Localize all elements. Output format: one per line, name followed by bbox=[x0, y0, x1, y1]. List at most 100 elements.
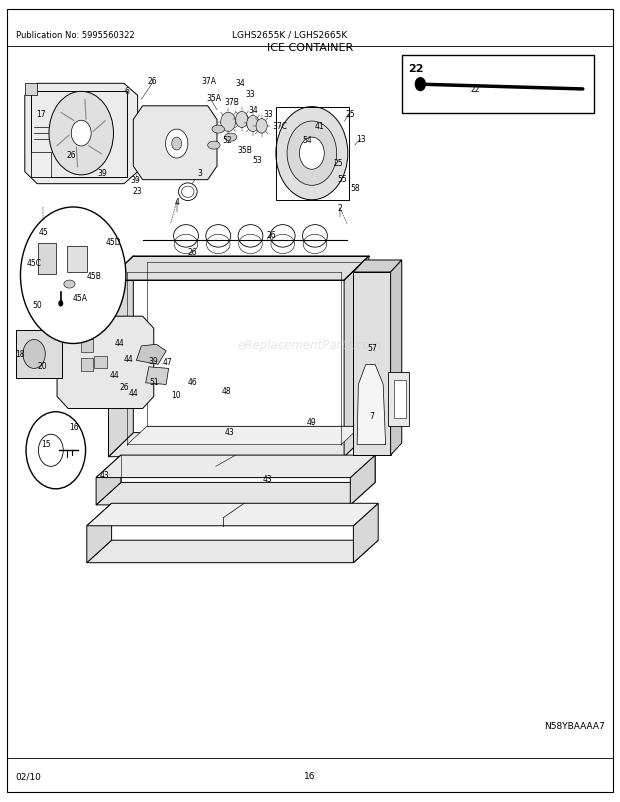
Text: 53: 53 bbox=[252, 156, 262, 165]
Text: 16: 16 bbox=[304, 771, 316, 780]
Polygon shape bbox=[133, 107, 217, 180]
Circle shape bbox=[49, 92, 113, 176]
Text: 43: 43 bbox=[224, 427, 234, 437]
Text: 34: 34 bbox=[236, 79, 246, 88]
Text: 10: 10 bbox=[171, 391, 181, 400]
FancyArrowPatch shape bbox=[61, 113, 74, 121]
Bar bbox=[81, 358, 93, 371]
Text: 45B: 45B bbox=[87, 271, 102, 281]
Polygon shape bbox=[96, 456, 121, 505]
Text: 35A: 35A bbox=[206, 94, 221, 103]
Text: 17: 17 bbox=[36, 110, 46, 119]
FancyArrowPatch shape bbox=[57, 136, 69, 147]
Polygon shape bbox=[87, 504, 112, 563]
Bar bbox=[81, 340, 93, 353]
Text: 37B: 37B bbox=[224, 98, 239, 107]
FancyArrowPatch shape bbox=[93, 121, 105, 132]
Bar bbox=[276, 108, 349, 200]
Bar bbox=[94, 356, 107, 369]
Text: 49: 49 bbox=[306, 417, 316, 427]
Text: 34: 34 bbox=[248, 106, 258, 115]
Polygon shape bbox=[31, 152, 51, 178]
Text: 4: 4 bbox=[174, 197, 179, 207]
Text: 45C: 45C bbox=[27, 258, 42, 268]
Circle shape bbox=[58, 301, 63, 307]
Text: 45D: 45D bbox=[105, 237, 122, 247]
Circle shape bbox=[276, 107, 348, 200]
Circle shape bbox=[172, 138, 182, 151]
FancyArrowPatch shape bbox=[85, 100, 86, 120]
Text: 7: 7 bbox=[370, 411, 374, 421]
Ellipse shape bbox=[208, 142, 220, 150]
Polygon shape bbox=[25, 84, 138, 184]
Polygon shape bbox=[108, 433, 369, 457]
Text: 43: 43 bbox=[263, 474, 273, 484]
Text: 54: 54 bbox=[302, 136, 312, 145]
Text: Publication No: 5995560322: Publication No: 5995560322 bbox=[16, 30, 134, 40]
Polygon shape bbox=[57, 317, 154, 409]
Polygon shape bbox=[87, 541, 378, 563]
Text: 3: 3 bbox=[197, 168, 202, 178]
Text: 22: 22 bbox=[471, 85, 480, 95]
Polygon shape bbox=[108, 257, 369, 281]
Text: 55: 55 bbox=[337, 175, 347, 184]
Circle shape bbox=[26, 412, 86, 489]
Text: 39: 39 bbox=[149, 356, 159, 366]
Text: 15: 15 bbox=[42, 439, 51, 448]
Text: 50: 50 bbox=[32, 300, 42, 310]
Text: 46: 46 bbox=[187, 377, 197, 387]
Text: 20: 20 bbox=[37, 362, 47, 371]
Text: 18: 18 bbox=[15, 350, 25, 359]
Text: 22: 22 bbox=[408, 64, 423, 74]
Text: 44: 44 bbox=[110, 371, 120, 380]
Text: 25: 25 bbox=[345, 109, 355, 119]
Polygon shape bbox=[357, 365, 386, 445]
Polygon shape bbox=[96, 456, 375, 478]
Ellipse shape bbox=[212, 126, 224, 134]
Polygon shape bbox=[353, 261, 402, 273]
Bar bbox=[31, 91, 127, 178]
Text: 48: 48 bbox=[221, 386, 231, 395]
Text: 13: 13 bbox=[356, 135, 366, 144]
Text: 44: 44 bbox=[128, 388, 138, 398]
Text: 45A: 45A bbox=[73, 294, 88, 303]
Circle shape bbox=[256, 119, 267, 134]
Bar bbox=[67, 247, 87, 273]
Text: 51: 51 bbox=[149, 377, 159, 387]
Text: 02/10: 02/10 bbox=[16, 771, 42, 780]
Polygon shape bbox=[353, 273, 391, 456]
Circle shape bbox=[287, 122, 337, 186]
Text: 23: 23 bbox=[133, 186, 143, 196]
Text: 47: 47 bbox=[162, 358, 172, 367]
Text: 44: 44 bbox=[124, 354, 134, 364]
Text: LGHS2655K / LGHS2665K: LGHS2655K / LGHS2665K bbox=[232, 30, 348, 40]
Polygon shape bbox=[394, 381, 406, 419]
Bar bbox=[38, 244, 56, 274]
Text: 58: 58 bbox=[350, 184, 360, 193]
Polygon shape bbox=[391, 261, 402, 456]
Circle shape bbox=[166, 130, 188, 159]
Polygon shape bbox=[388, 373, 409, 427]
Text: 37C: 37C bbox=[273, 121, 288, 131]
Circle shape bbox=[23, 340, 45, 369]
Text: 43: 43 bbox=[99, 470, 109, 480]
Polygon shape bbox=[127, 427, 361, 445]
Polygon shape bbox=[108, 257, 133, 457]
Text: 26: 26 bbox=[267, 230, 277, 240]
Text: 26: 26 bbox=[147, 77, 157, 87]
Text: 44: 44 bbox=[114, 338, 124, 348]
Bar bbox=[402, 56, 594, 114]
Text: 26: 26 bbox=[187, 247, 197, 257]
Text: 35B: 35B bbox=[237, 146, 252, 156]
Text: 26: 26 bbox=[119, 382, 129, 391]
Text: 6: 6 bbox=[125, 87, 130, 96]
Text: 33: 33 bbox=[245, 90, 255, 99]
Text: 57: 57 bbox=[367, 343, 377, 353]
Text: N58YBAAAA7: N58YBAAAA7 bbox=[544, 721, 604, 731]
Circle shape bbox=[71, 121, 91, 147]
Text: 52: 52 bbox=[222, 136, 232, 145]
Ellipse shape bbox=[64, 281, 75, 289]
Circle shape bbox=[415, 79, 425, 91]
Text: 45: 45 bbox=[38, 228, 48, 237]
Text: 41: 41 bbox=[314, 121, 324, 131]
